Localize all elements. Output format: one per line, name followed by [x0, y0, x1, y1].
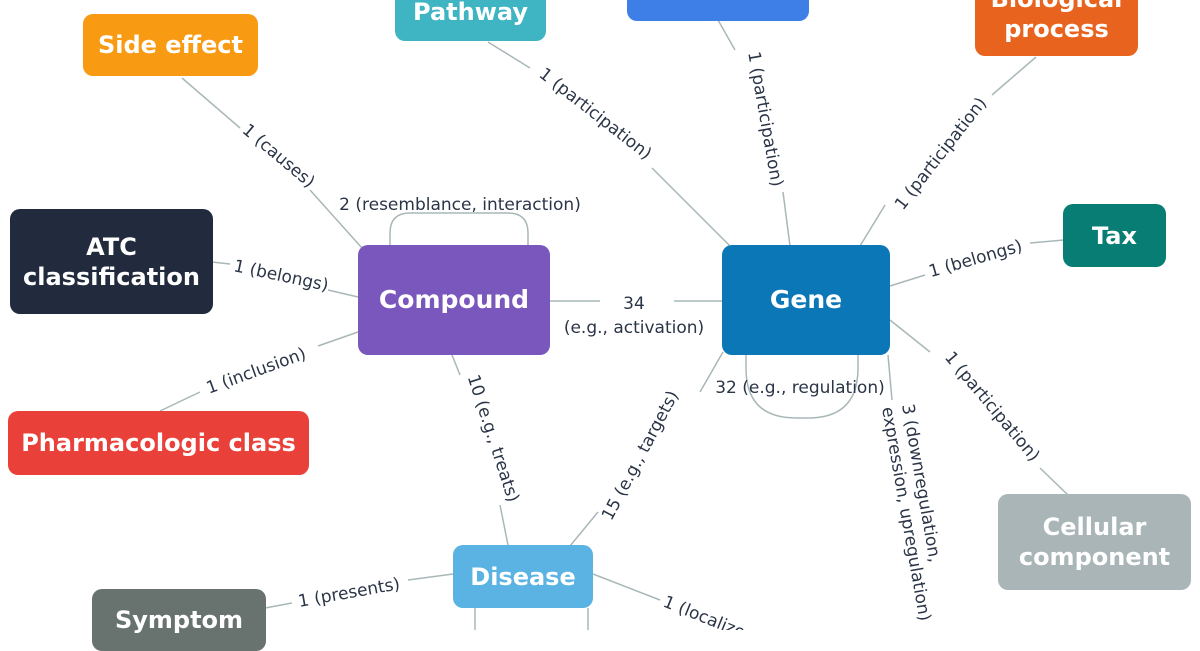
edge-label-compound-gene-2: (e.g., activation) — [564, 318, 704, 338]
edge-tax-line-a — [1029, 239, 1065, 244]
edge-label-side-effect: 1 (causes) — [238, 120, 318, 192]
edge-label-tax: 1 (belongs) — [927, 236, 1025, 282]
edge-disease-self-loop — [474, 608, 589, 630]
edge-atc-line-a — [211, 261, 231, 265]
edge-label-pathway: 1 (participation) — [535, 64, 655, 164]
edge-disease-gene-line-b — [569, 511, 599, 547]
node-pharmacologic-class[interactable]: Pharmacologic class — [8, 411, 309, 475]
edge-gene-disease-line — [887, 354, 893, 401]
edge-label-disease-gene: 15 (e.g., targets) — [598, 388, 683, 524]
edge-label-localization: 1 (localizes) — [660, 592, 762, 630]
edge-pharm-line-a — [317, 331, 359, 347]
edge-compound-self-loop — [389, 212, 529, 245]
edge-pathway-line-a — [487, 41, 531, 69]
edge-pharm-line-b — [159, 391, 201, 412]
edge-compound-disease-line-b — [499, 504, 509, 546]
edge-label-symptom: 1 (presents) — [297, 574, 402, 612]
edge-label-cellular: 1 (participation) — [940, 348, 1043, 466]
node-compound[interactable]: Compound — [358, 245, 550, 355]
node-symptom[interactable]: Symptom — [92, 589, 266, 651]
edge-symptom-line-b — [407, 573, 454, 581]
edge-label-blue: 1 (participation) — [743, 50, 786, 188]
edge-tax-line-b — [889, 274, 926, 287]
edge-side-effect-line-b — [309, 189, 363, 249]
node-gene[interactable]: Gene — [722, 245, 890, 355]
edge-symptom-line-a — [264, 602, 293, 609]
edge-blue-line-b — [782, 191, 791, 247]
edge-blue-line-a — [717, 19, 736, 51]
node-disease[interactable]: Disease — [453, 545, 593, 608]
node-biological-process[interactable]: Biological process — [975, 0, 1138, 56]
edge-atc-line-b — [327, 289, 359, 298]
edge-label-atc: 1 (belongs) — [232, 256, 330, 296]
node-pathway[interactable]: Pathway — [395, 0, 546, 41]
edge-bio-line-b — [859, 204, 886, 247]
edge-label-bio: 1 (participation) — [891, 94, 991, 214]
edge-cellular-line-b — [1039, 467, 1069, 496]
edge-layer: 1 (causes) 1 (participation) 1 (particip… — [159, 19, 1069, 630]
edge-label-pharm: 1 (inclusion) — [204, 344, 309, 399]
edge-label-compound-self: 2 (resemblance, interaction) — [339, 195, 581, 215]
node-atc-classification[interactable]: ATC classification — [10, 209, 213, 314]
edge-compound-disease-line-a — [451, 354, 461, 376]
node-cellular-component[interactable]: Cellular component — [998, 494, 1191, 590]
node-side-effect[interactable]: Side effect — [83, 14, 258, 76]
edge-bio-line-a — [991, 56, 1037, 96]
edge-label-compound-disease: 10 (e.g., treats) — [463, 372, 523, 505]
edge-localization-line — [592, 573, 661, 601]
edge-disease-gene-line-a — [699, 351, 724, 393]
edge-label-gene-self: 32 (e.g., regulation) — [715, 378, 885, 398]
edge-label-compound-gene-1: 34 — [623, 294, 645, 314]
edge-side-effect-line-a — [181, 77, 241, 129]
edge-pathway-line-b — [651, 167, 733, 249]
node-unknown-blue[interactable] — [627, 0, 809, 21]
edge-gene-self-loop — [745, 355, 859, 419]
node-tax[interactable]: Tax — [1063, 204, 1166, 267]
edge-cellular-line-a — [889, 319, 931, 353]
